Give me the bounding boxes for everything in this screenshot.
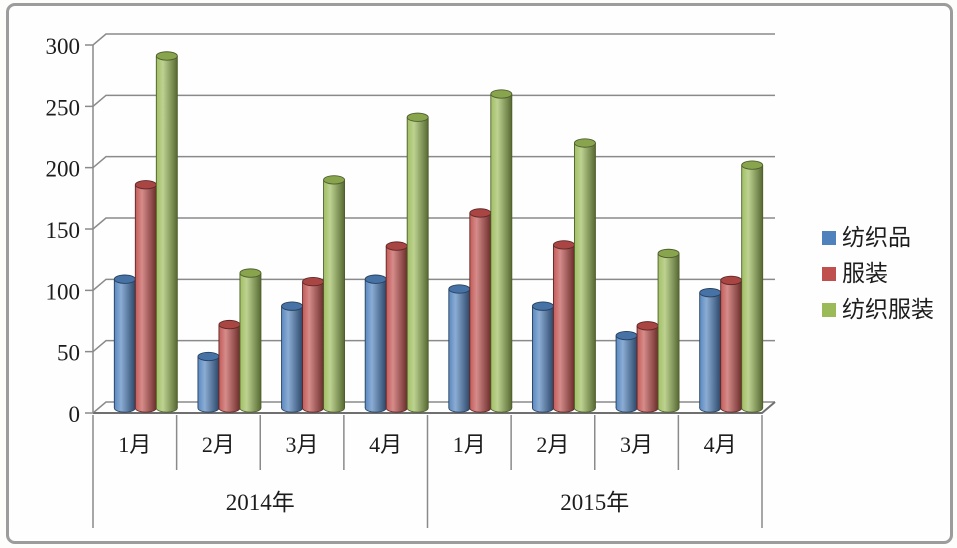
bar-s2-g6	[657, 248, 680, 413]
gridline-100	[85, 278, 775, 292]
legend-swatch-series-2	[822, 303, 836, 317]
bar-s0-g3	[364, 274, 387, 413]
y-tick-label-100: 100	[46, 279, 81, 304]
legend-item-fangzhipin: 纺织品	[822, 220, 934, 256]
year-group-label-1: 2015年	[560, 490, 629, 515]
legend: 纺织品 服装 纺织服装	[822, 220, 934, 328]
bar-s0-g5	[531, 301, 554, 413]
gridline-150	[85, 217, 775, 230]
bar-s0-g1	[197, 351, 220, 413]
legend-item-fangzhifuzhuang: 纺织服装	[822, 292, 934, 328]
month-label-3: 4月	[369, 432, 402, 457]
bar-s0-g0	[113, 274, 136, 413]
bar-s2-g2	[323, 175, 346, 413]
bar-s2-g7	[741, 160, 764, 413]
month-label-5: 2月	[536, 432, 569, 457]
legend-item-fuzhuang: 服装	[822, 256, 934, 292]
y-tick-label-250: 250	[46, 95, 81, 120]
gridline-300	[85, 33, 775, 46]
y-tick-label-300: 300	[46, 34, 81, 59]
month-label-4: 1月	[453, 432, 486, 457]
bar-s2-g0	[155, 51, 178, 413]
month-label-7: 4月	[704, 432, 737, 457]
month-label-2: 3月	[286, 432, 319, 457]
bar-s2-g5	[573, 138, 596, 413]
bar-s1-g2	[302, 277, 325, 413]
bar-s0-g2	[281, 301, 304, 413]
y-tick-label-150: 150	[46, 218, 81, 243]
bar-s0-g7	[699, 288, 722, 413]
bar-s0-g6	[615, 330, 638, 413]
gridline-200	[85, 155, 775, 169]
month-label-6: 3月	[620, 432, 653, 457]
year-group-label-0: 2014年	[226, 490, 295, 515]
bar-s2-g1	[239, 268, 262, 413]
gridline-250	[85, 94, 775, 108]
legend-swatch-series-1	[822, 267, 836, 281]
bar-s0-g4	[448, 284, 471, 413]
bar-s1-g4	[469, 208, 492, 413]
month-label-1: 2月	[202, 432, 235, 457]
bar-s1-g1	[218, 319, 241, 413]
bar-s1-g7	[720, 275, 743, 413]
y-tick-label-50: 50	[57, 341, 80, 366]
gridline-0	[85, 401, 775, 414]
bar-s1-g6	[636, 321, 659, 413]
legend-swatch-series-0	[822, 231, 836, 245]
bar-s2-g3	[406, 112, 429, 413]
month-label-0: 1月	[118, 432, 151, 457]
x-axis-line	[93, 401, 776, 414]
gridline-50	[85, 339, 775, 353]
bar-s2-g4	[490, 89, 513, 413]
legend-label-series-0: 纺织品	[842, 225, 911, 250]
y-tick-label-200: 200	[46, 157, 81, 182]
legend-label-series-2: 纺织服装	[842, 297, 934, 322]
y-tick-label-0: 0	[69, 402, 81, 427]
bar-s1-g3	[385, 241, 408, 413]
bar-s1-g0	[134, 180, 157, 413]
bar-s1-g5	[552, 240, 575, 413]
legend-label-series-1: 服装	[842, 261, 888, 286]
